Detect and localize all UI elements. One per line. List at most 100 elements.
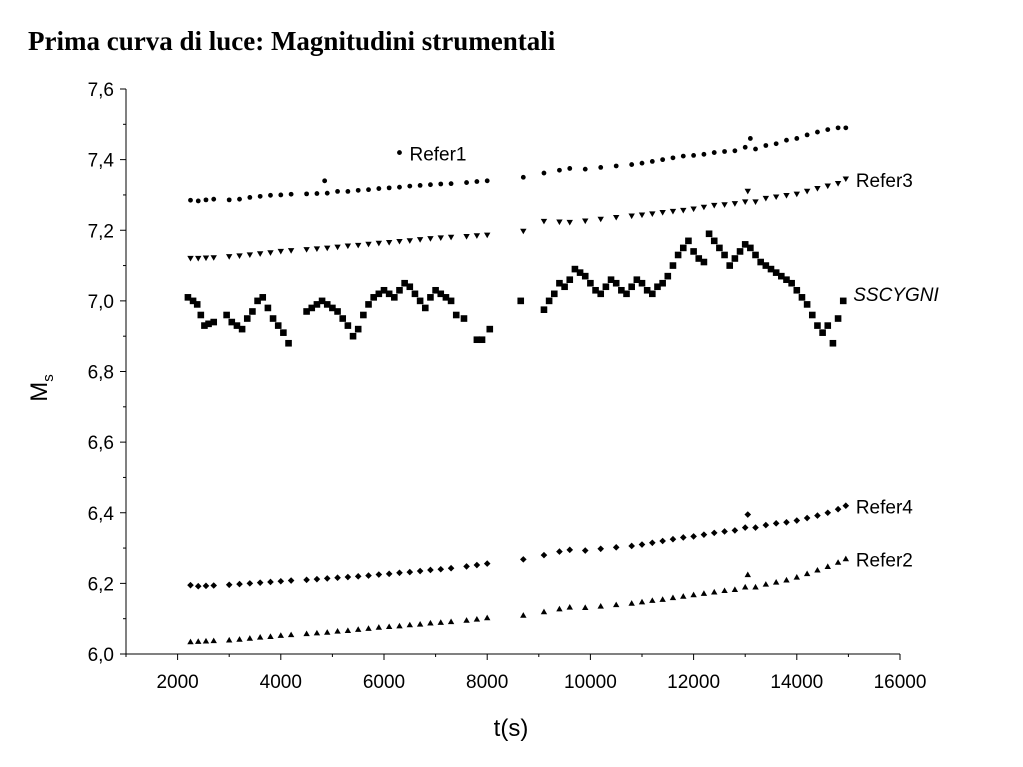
series-refer2-point xyxy=(195,638,202,644)
series-sscygni-point xyxy=(638,279,646,287)
series-sscygni-point xyxy=(757,258,764,266)
series-sscygni-point xyxy=(406,283,414,291)
series-sscygni-point xyxy=(705,230,713,238)
series-sscygni-point xyxy=(349,332,357,340)
series-refer4-point xyxy=(679,534,687,541)
series-refer3-point xyxy=(236,253,243,260)
series-sscygni-point xyxy=(432,286,439,294)
series-refer3-point xyxy=(210,255,217,261)
series-sscygni-point xyxy=(597,290,605,298)
series-refer4-point xyxy=(690,533,697,540)
series-refer1-point xyxy=(324,190,330,196)
series-refer1-point xyxy=(237,196,242,202)
series-sscygni-point xyxy=(427,294,434,301)
series-refer3-point xyxy=(556,219,563,226)
series-refer2-point xyxy=(406,621,413,628)
series-sscygni-point xyxy=(329,304,336,312)
series-refer3-point xyxy=(824,183,831,190)
series-refer3-point xyxy=(628,213,635,220)
series-sscygni xyxy=(184,230,847,347)
series-sscygni-point xyxy=(602,283,610,291)
series-refer1 xyxy=(188,125,849,204)
series-sscygni-point xyxy=(550,290,558,298)
series-refer2-point xyxy=(324,629,331,635)
series-refer2-point xyxy=(742,583,749,590)
series-refer2-point xyxy=(783,576,790,583)
series-sscygni-point xyxy=(566,276,574,283)
series-refer3-point xyxy=(700,204,708,211)
series-refer4-point xyxy=(375,571,383,578)
series-refer3-point xyxy=(447,234,455,241)
series-refer2-point xyxy=(772,578,780,585)
series-refer2-point xyxy=(287,631,295,638)
series-sscygni-point xyxy=(783,276,790,283)
series-sscygni-point xyxy=(411,290,419,298)
series-refer3-point xyxy=(226,254,233,260)
y-axis-title: Ms xyxy=(26,374,57,402)
series-refer4-point xyxy=(772,520,780,527)
series-sscygni-point xyxy=(767,265,775,273)
series-refer4-point xyxy=(842,502,850,509)
x-tick-label: 14000 xyxy=(770,672,823,693)
series-sscygni-point xyxy=(788,279,795,287)
series-sscygni-point xyxy=(700,258,708,266)
series-sscygni-point xyxy=(612,279,620,287)
y-tick-label: 6,0 xyxy=(88,645,114,666)
series-sscygni-point xyxy=(303,308,310,315)
series-refer2-point xyxy=(638,598,646,605)
series-sscygni-point xyxy=(375,290,383,298)
series-sscygni-point xyxy=(710,237,718,245)
series-refer2-point xyxy=(690,591,697,598)
series-sscygni-point xyxy=(280,329,287,336)
series-refer4-point xyxy=(710,529,718,537)
series-refer4-point xyxy=(581,547,589,554)
series-refer1-point xyxy=(660,157,666,163)
series-refer3-point xyxy=(334,244,341,251)
y-axis-title-main: M xyxy=(26,382,53,402)
x-tick-label: 4000 xyxy=(260,672,302,693)
series-sscygni-point xyxy=(649,290,656,298)
series-refer2-point xyxy=(834,559,842,565)
series-sscygni-point xyxy=(618,286,625,294)
series-refer1-point xyxy=(567,166,573,171)
series-refer3-point xyxy=(731,201,739,207)
series-refer3-point xyxy=(416,237,424,243)
series-sscygni-point xyxy=(238,325,246,333)
series-refer4-point xyxy=(752,524,759,531)
series-sscygni-point xyxy=(421,304,429,312)
series-refer2-point xyxy=(277,632,284,638)
series-refer3-point xyxy=(344,243,352,250)
series-refer4-point xyxy=(187,581,194,589)
series-refer2-point xyxy=(236,636,243,642)
series-refer1-point xyxy=(386,185,392,191)
series-refer3-point xyxy=(484,232,491,239)
series-refer3-point xyxy=(742,199,749,205)
series-refer1-point xyxy=(691,152,696,158)
series-refer2-point xyxy=(762,581,770,587)
series-refer1-point xyxy=(670,155,676,161)
series-refer2-point xyxy=(842,555,850,562)
series-refer2-point xyxy=(669,594,677,601)
series-refer4-point xyxy=(344,573,352,581)
series-refer1-point xyxy=(843,125,849,131)
series-refer4-point xyxy=(540,551,548,559)
series-refer4-point xyxy=(762,521,770,529)
series-refer2-point xyxy=(628,600,635,606)
series-refer4-label: Refer4 xyxy=(856,498,913,519)
series-sscygni-point xyxy=(607,276,615,283)
series-refer3-point xyxy=(303,247,310,253)
series-refer4-point xyxy=(303,576,310,584)
series-sscygni-point xyxy=(741,241,749,248)
series-sscygni-point xyxy=(452,311,460,319)
series-refer3-point xyxy=(814,185,821,192)
series-sscygni-point xyxy=(416,297,424,305)
series-refer2-point xyxy=(375,624,383,630)
series-refer2-point xyxy=(187,638,194,645)
series-refer3-point xyxy=(365,241,372,248)
series-refer1-point xyxy=(629,162,635,167)
series-sscygni-point xyxy=(401,279,408,287)
series-refer2-point xyxy=(700,590,708,596)
series-sscygni-point xyxy=(814,322,821,329)
series-refer3-point xyxy=(313,246,321,252)
series-refer2-point xyxy=(267,633,274,639)
